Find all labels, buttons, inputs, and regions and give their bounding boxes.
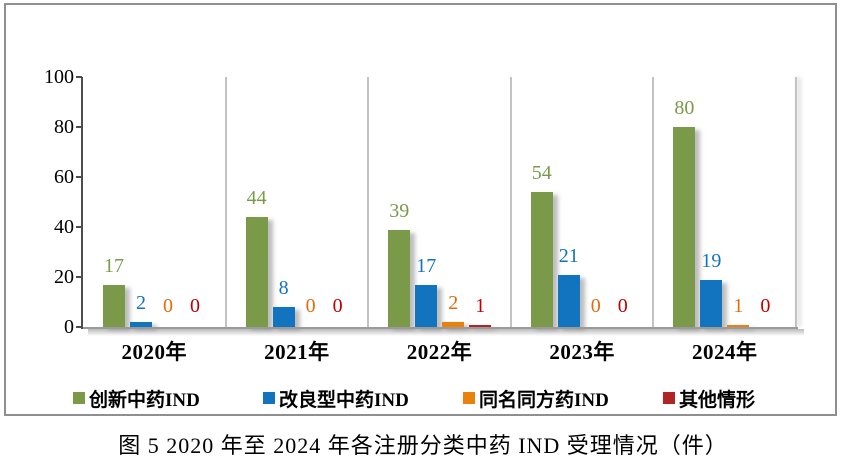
bar-value-label: 0: [590, 295, 601, 317]
bar: [727, 324, 750, 327]
bar: [272, 307, 295, 327]
y-tick-mark: [76, 226, 82, 228]
bar: [700, 279, 723, 327]
legend-item: 其他情形: [663, 386, 756, 411]
bar: [469, 324, 492, 327]
legend-label: 同名同方药IND: [479, 389, 609, 411]
bar: [130, 322, 152, 327]
y-tick-label: 0: [64, 316, 74, 338]
bar: [103, 284, 125, 327]
bar-value-label: 0: [305, 295, 316, 317]
bar-value-label: 2: [136, 292, 146, 314]
legend-label: 改良型中药IND: [279, 389, 409, 411]
bar-value-label: 39: [389, 199, 410, 222]
bar-value-label: 0: [332, 295, 343, 317]
bar-value-label: 1: [733, 294, 744, 317]
y-tick-mark: [76, 76, 82, 78]
bar: [388, 229, 411, 327]
bar: [673, 127, 696, 327]
y-tick-label: 100: [44, 66, 74, 88]
y-tick-label: 40: [54, 216, 74, 238]
chart-frame: [4, 3, 837, 416]
bar-value-label: 54: [531, 162, 552, 184]
panel-separator: [795, 77, 797, 327]
panel-separator: [367, 77, 370, 327]
x-axis-label: 2022年: [406, 340, 473, 364]
bar-value-label: 0: [190, 295, 200, 317]
y-tick-mark: [76, 326, 82, 328]
panel-separator: [509, 77, 512, 327]
bar-value-label: 44: [246, 187, 267, 209]
bar-value-label: 0: [163, 295, 173, 317]
bar-value-label: 0: [760, 295, 771, 317]
x-axis-label: 2020年: [121, 340, 188, 364]
legend-item: 改良型中药IND: [263, 386, 409, 411]
bar: [245, 217, 268, 327]
axis-shadow: [88, 329, 804, 336]
legend-label: 创新中药IND: [89, 389, 200, 411]
bar-value-label: 21: [558, 244, 579, 267]
y-tick-label: 60: [54, 166, 74, 188]
bar: [557, 274, 580, 327]
bar-value-label: 17: [416, 254, 437, 277]
x-axis-label: 2021年: [264, 340, 330, 364]
bar-value-label: 0: [617, 295, 628, 317]
bar-value-label: 19: [701, 249, 722, 272]
bar: [442, 322, 465, 327]
legend-swatch-icon: [263, 392, 275, 404]
x-axis-label: 2023年: [549, 340, 615, 364]
y-tick-label: 80: [54, 116, 74, 138]
y-tick-mark: [76, 276, 82, 278]
bar: [530, 192, 553, 327]
y-tick-mark: [76, 126, 82, 128]
panel-separator: [652, 77, 655, 327]
y-tick-label: 20: [54, 266, 74, 288]
x-axis-line: [83, 327, 798, 329]
y-axis-line: [81, 77, 83, 329]
legend-label: 其他情形: [679, 389, 756, 411]
bar-value-label: 8: [278, 277, 289, 299]
bar-value-label: 80: [674, 97, 695, 119]
legend-item: 创新中药IND: [73, 386, 200, 411]
bar-value-label: 2: [448, 292, 459, 314]
legend-item: 同名同方药IND: [463, 386, 609, 411]
bar-value-label: 1: [475, 294, 486, 317]
bar: [415, 284, 438, 327]
y-tick-mark: [76, 176, 82, 178]
legend-swatch-icon: [663, 392, 675, 404]
legend-swatch-icon: [73, 392, 85, 404]
chart-legend: 创新中药IND 改良型中药IND 同名同方药IND 其他情形: [0, 386, 846, 411]
panel-separator: [224, 77, 227, 327]
legend-swatch-icon: [463, 392, 475, 404]
x-axis-label: 2024年: [691, 340, 758, 364]
bar-value-label: 17: [104, 254, 124, 277]
figure-caption: 图 5 2020 年至 2024 年各注册分类中药 IND 受理情况（件）: [118, 433, 728, 458]
